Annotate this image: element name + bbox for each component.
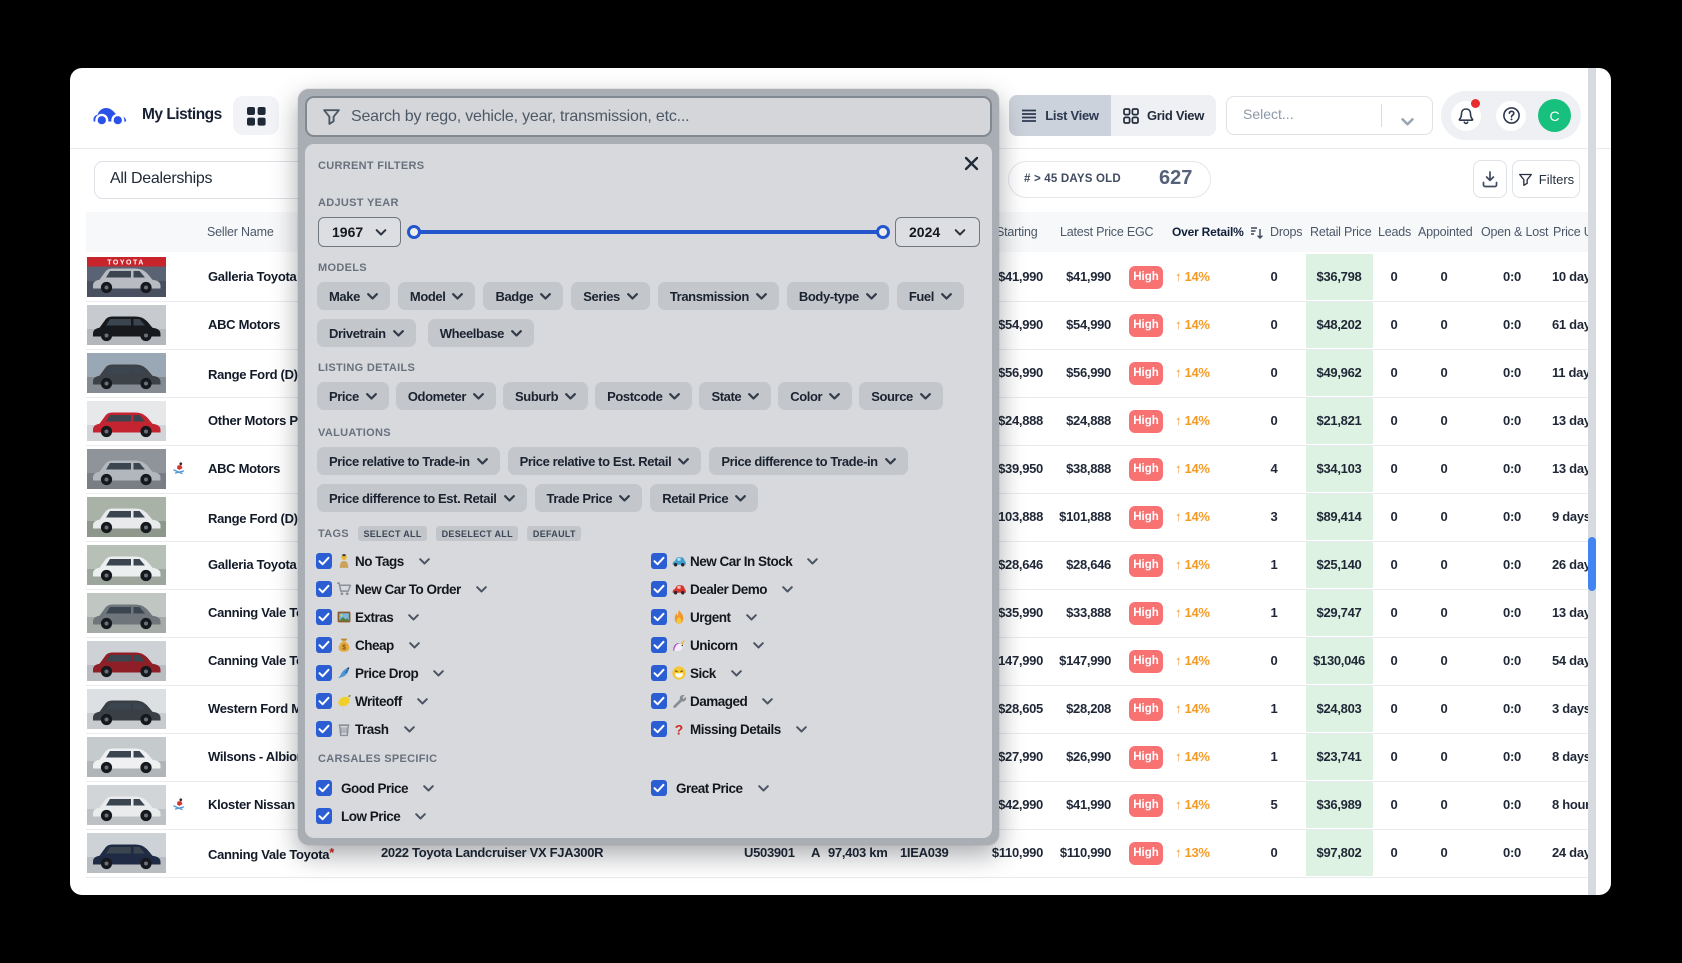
svg-text:TOYOTA: TOYOTA — [107, 260, 145, 267]
svg-text:?: ? — [675, 721, 683, 737]
svg-text:$: $ — [342, 644, 346, 651]
